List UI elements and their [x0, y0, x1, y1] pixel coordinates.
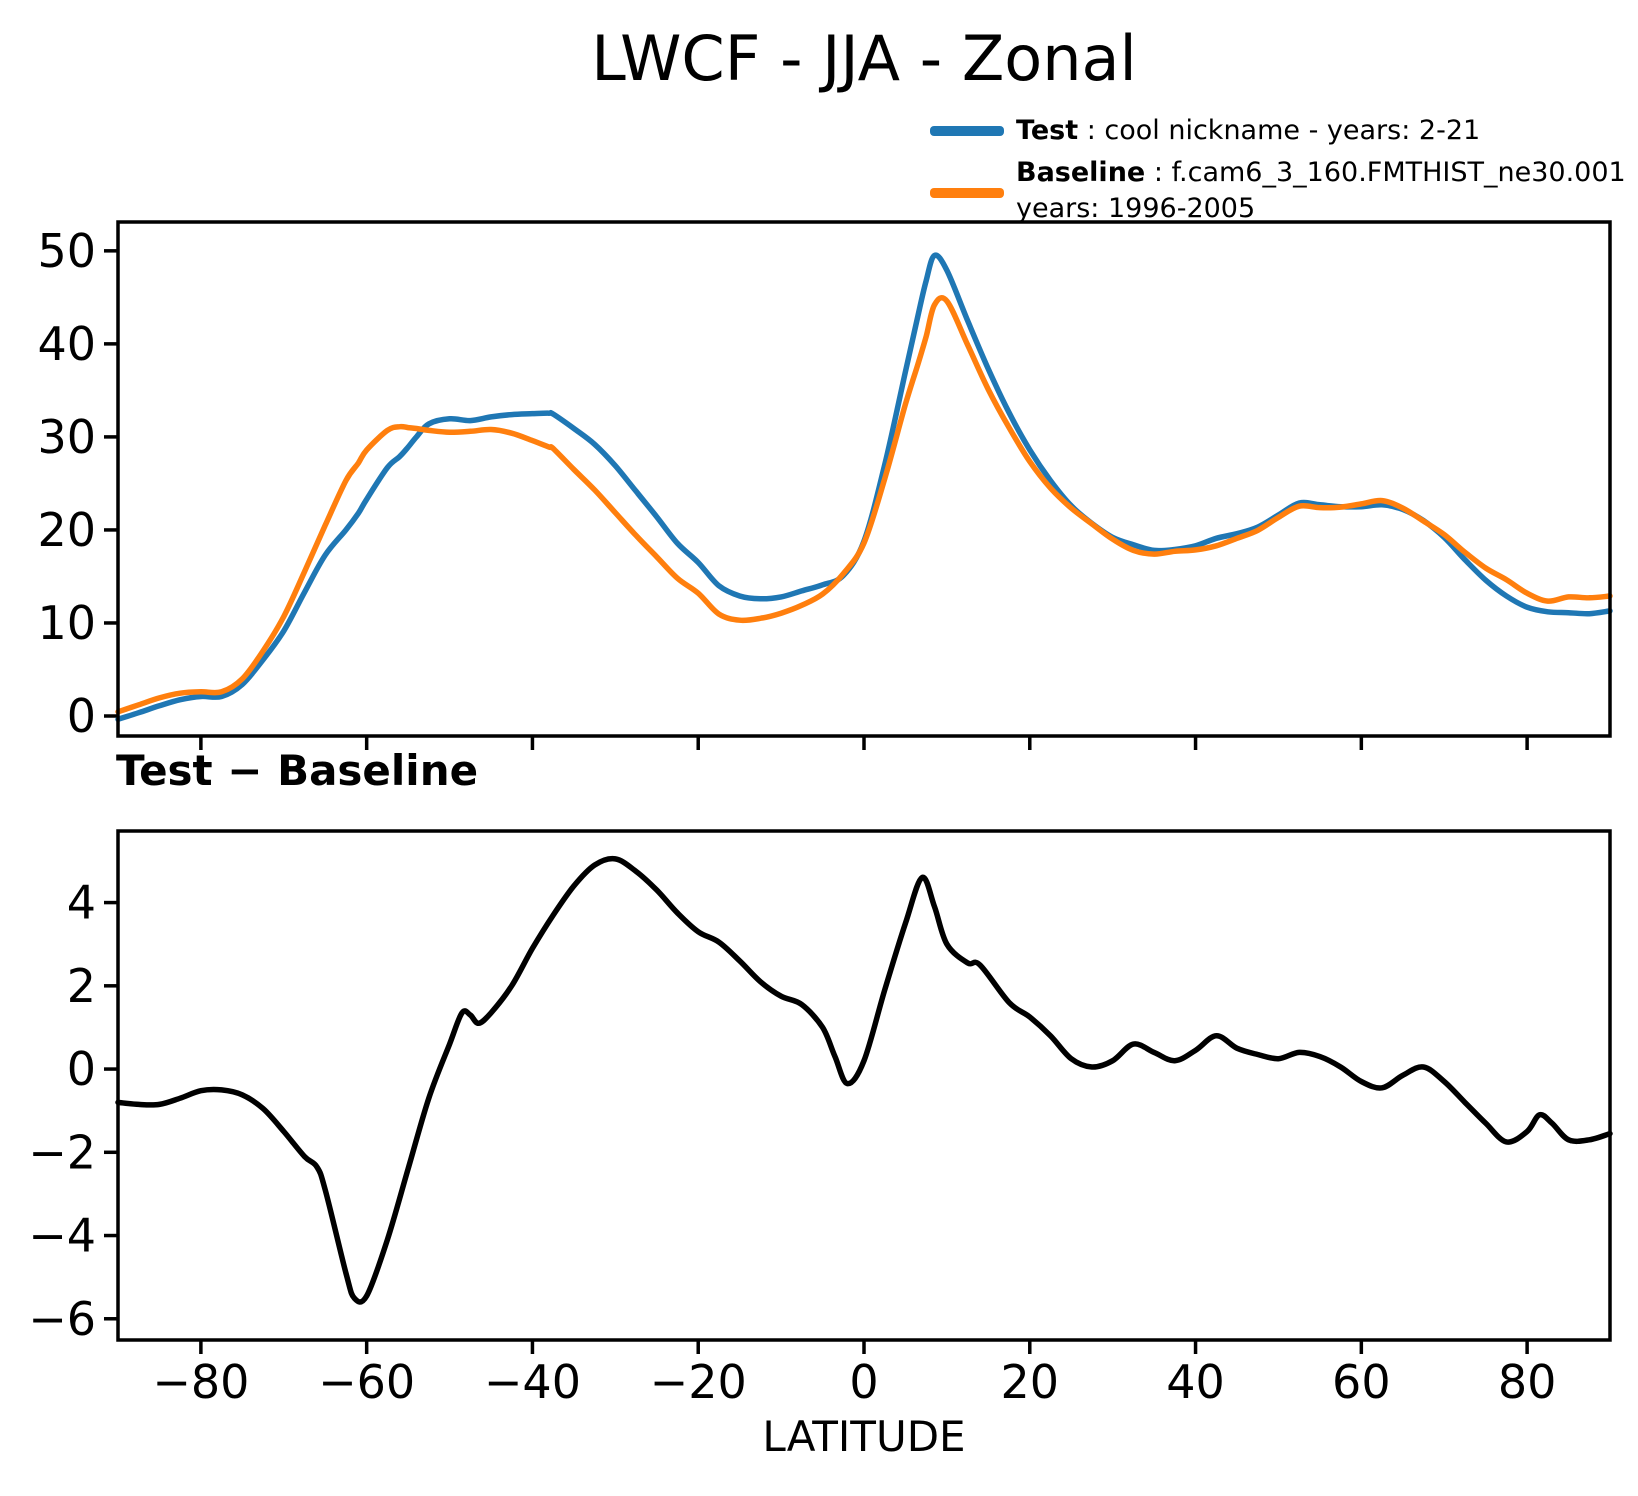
diff-panel-x-ticks: −80 −60 −40 −20 0 20 40 60 80: [152, 1340, 1556, 1409]
top-panel-y-ticks: 0 10 20 30 40 50: [37, 224, 118, 743]
legend-swatch-test: [930, 126, 1004, 136]
legend-label-test-desc: : cool nickname - years: 2-21: [1078, 115, 1481, 146]
y-tick-label: 0: [67, 1042, 96, 1096]
x-tick-label: 40: [1166, 1355, 1225, 1409]
top-panel: 0 10 20 30 40 50: [37, 220, 1613, 750]
y-tick-label: 10: [37, 596, 96, 650]
x-tick-label: 80: [1498, 1355, 1557, 1409]
legend-label-test: Test : cool nickname - years: 2-21: [1016, 113, 1480, 149]
legend-swatch-baseline: [930, 188, 1004, 198]
diff-panel-title: Test − Baseline: [116, 746, 479, 795]
chart-title: LWCF - JJA - Zonal: [591, 22, 1137, 95]
x-tick-label: 20: [1001, 1355, 1060, 1409]
legend-label-baseline: Baseline : f.cam6_3_160.FMTHIST_ne30.001…: [1016, 155, 1626, 227]
x-axis-label: LATITUDE: [762, 1412, 966, 1461]
legend-label-baseline-line1: Baseline : f.cam6_3_160.FMTHIST_ne30.001: [1016, 155, 1626, 191]
diff-panel-y-ticks: −6 −4 −2 0 2 4: [28, 876, 118, 1346]
test-minus-baseline-line: [115, 855, 1613, 1305]
y-tick-label: −6: [28, 1292, 96, 1346]
legend-label-baseline-desc: : f.cam6_3_160.FMTHIST_ne30.001: [1145, 157, 1626, 188]
x-tick-label: 60: [1332, 1355, 1391, 1409]
y-tick-label: 40: [37, 317, 96, 371]
x-tick-label: −40: [484, 1355, 581, 1409]
top-panel-frame: [116, 220, 1612, 738]
y-tick-label: −2: [28, 1125, 96, 1179]
y-tick-label: 0: [67, 689, 96, 743]
diff-panel-frame: [116, 829, 1612, 1342]
y-tick-label: 50: [37, 224, 96, 278]
y-tick-label: 20: [37, 503, 96, 557]
legend-label-test-name: Test: [1016, 115, 1079, 146]
x-tick-label: −80: [152, 1355, 249, 1409]
top-panel-x-ticks: [199, 736, 1529, 750]
x-tick-label: −20: [650, 1355, 747, 1409]
baseline-line: [115, 295, 1613, 715]
y-tick-label: −4: [28, 1209, 96, 1263]
legend-label-baseline-name: Baseline: [1016, 157, 1146, 188]
x-tick-label: −60: [318, 1355, 415, 1409]
x-tick-label: 0: [849, 1355, 878, 1409]
legend-label-baseline-line2: years: 1996-2005: [1016, 193, 1256, 224]
y-tick-label: 30: [37, 410, 96, 464]
y-tick-label: 4: [67, 876, 96, 930]
y-tick-label: 2: [67, 959, 96, 1013]
